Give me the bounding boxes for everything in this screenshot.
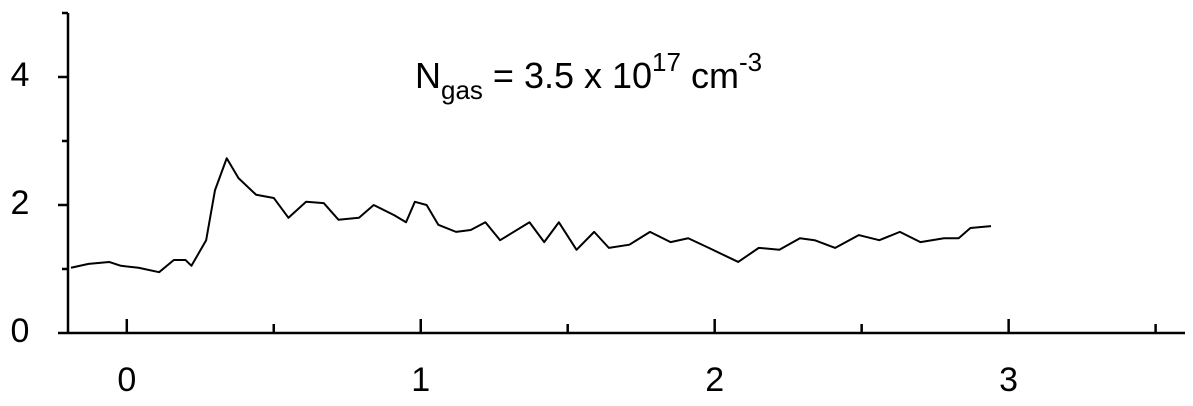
annotation-sub: gas	[441, 75, 483, 105]
x-tick-label: 3	[999, 361, 1018, 399]
annotation-sup: -3	[739, 47, 762, 77]
y-tick-label: 2	[11, 184, 30, 222]
annotation-sup: 17	[652, 47, 681, 77]
x-tick-label: 0	[117, 361, 136, 399]
x-tick-label: 2	[705, 361, 724, 399]
y-tick-label: 4	[11, 56, 30, 94]
x-tick-label: 1	[411, 361, 430, 399]
annotation-mid: = 3.5 x 10	[483, 55, 652, 96]
y-tick-label: 0	[11, 312, 30, 350]
annotation: Ngas = 3.5 x 1017 cm-3	[415, 47, 762, 105]
annotation-unit: cm	[681, 55, 739, 96]
annotation-base: N	[415, 55, 441, 96]
data-line	[70, 157, 992, 274]
